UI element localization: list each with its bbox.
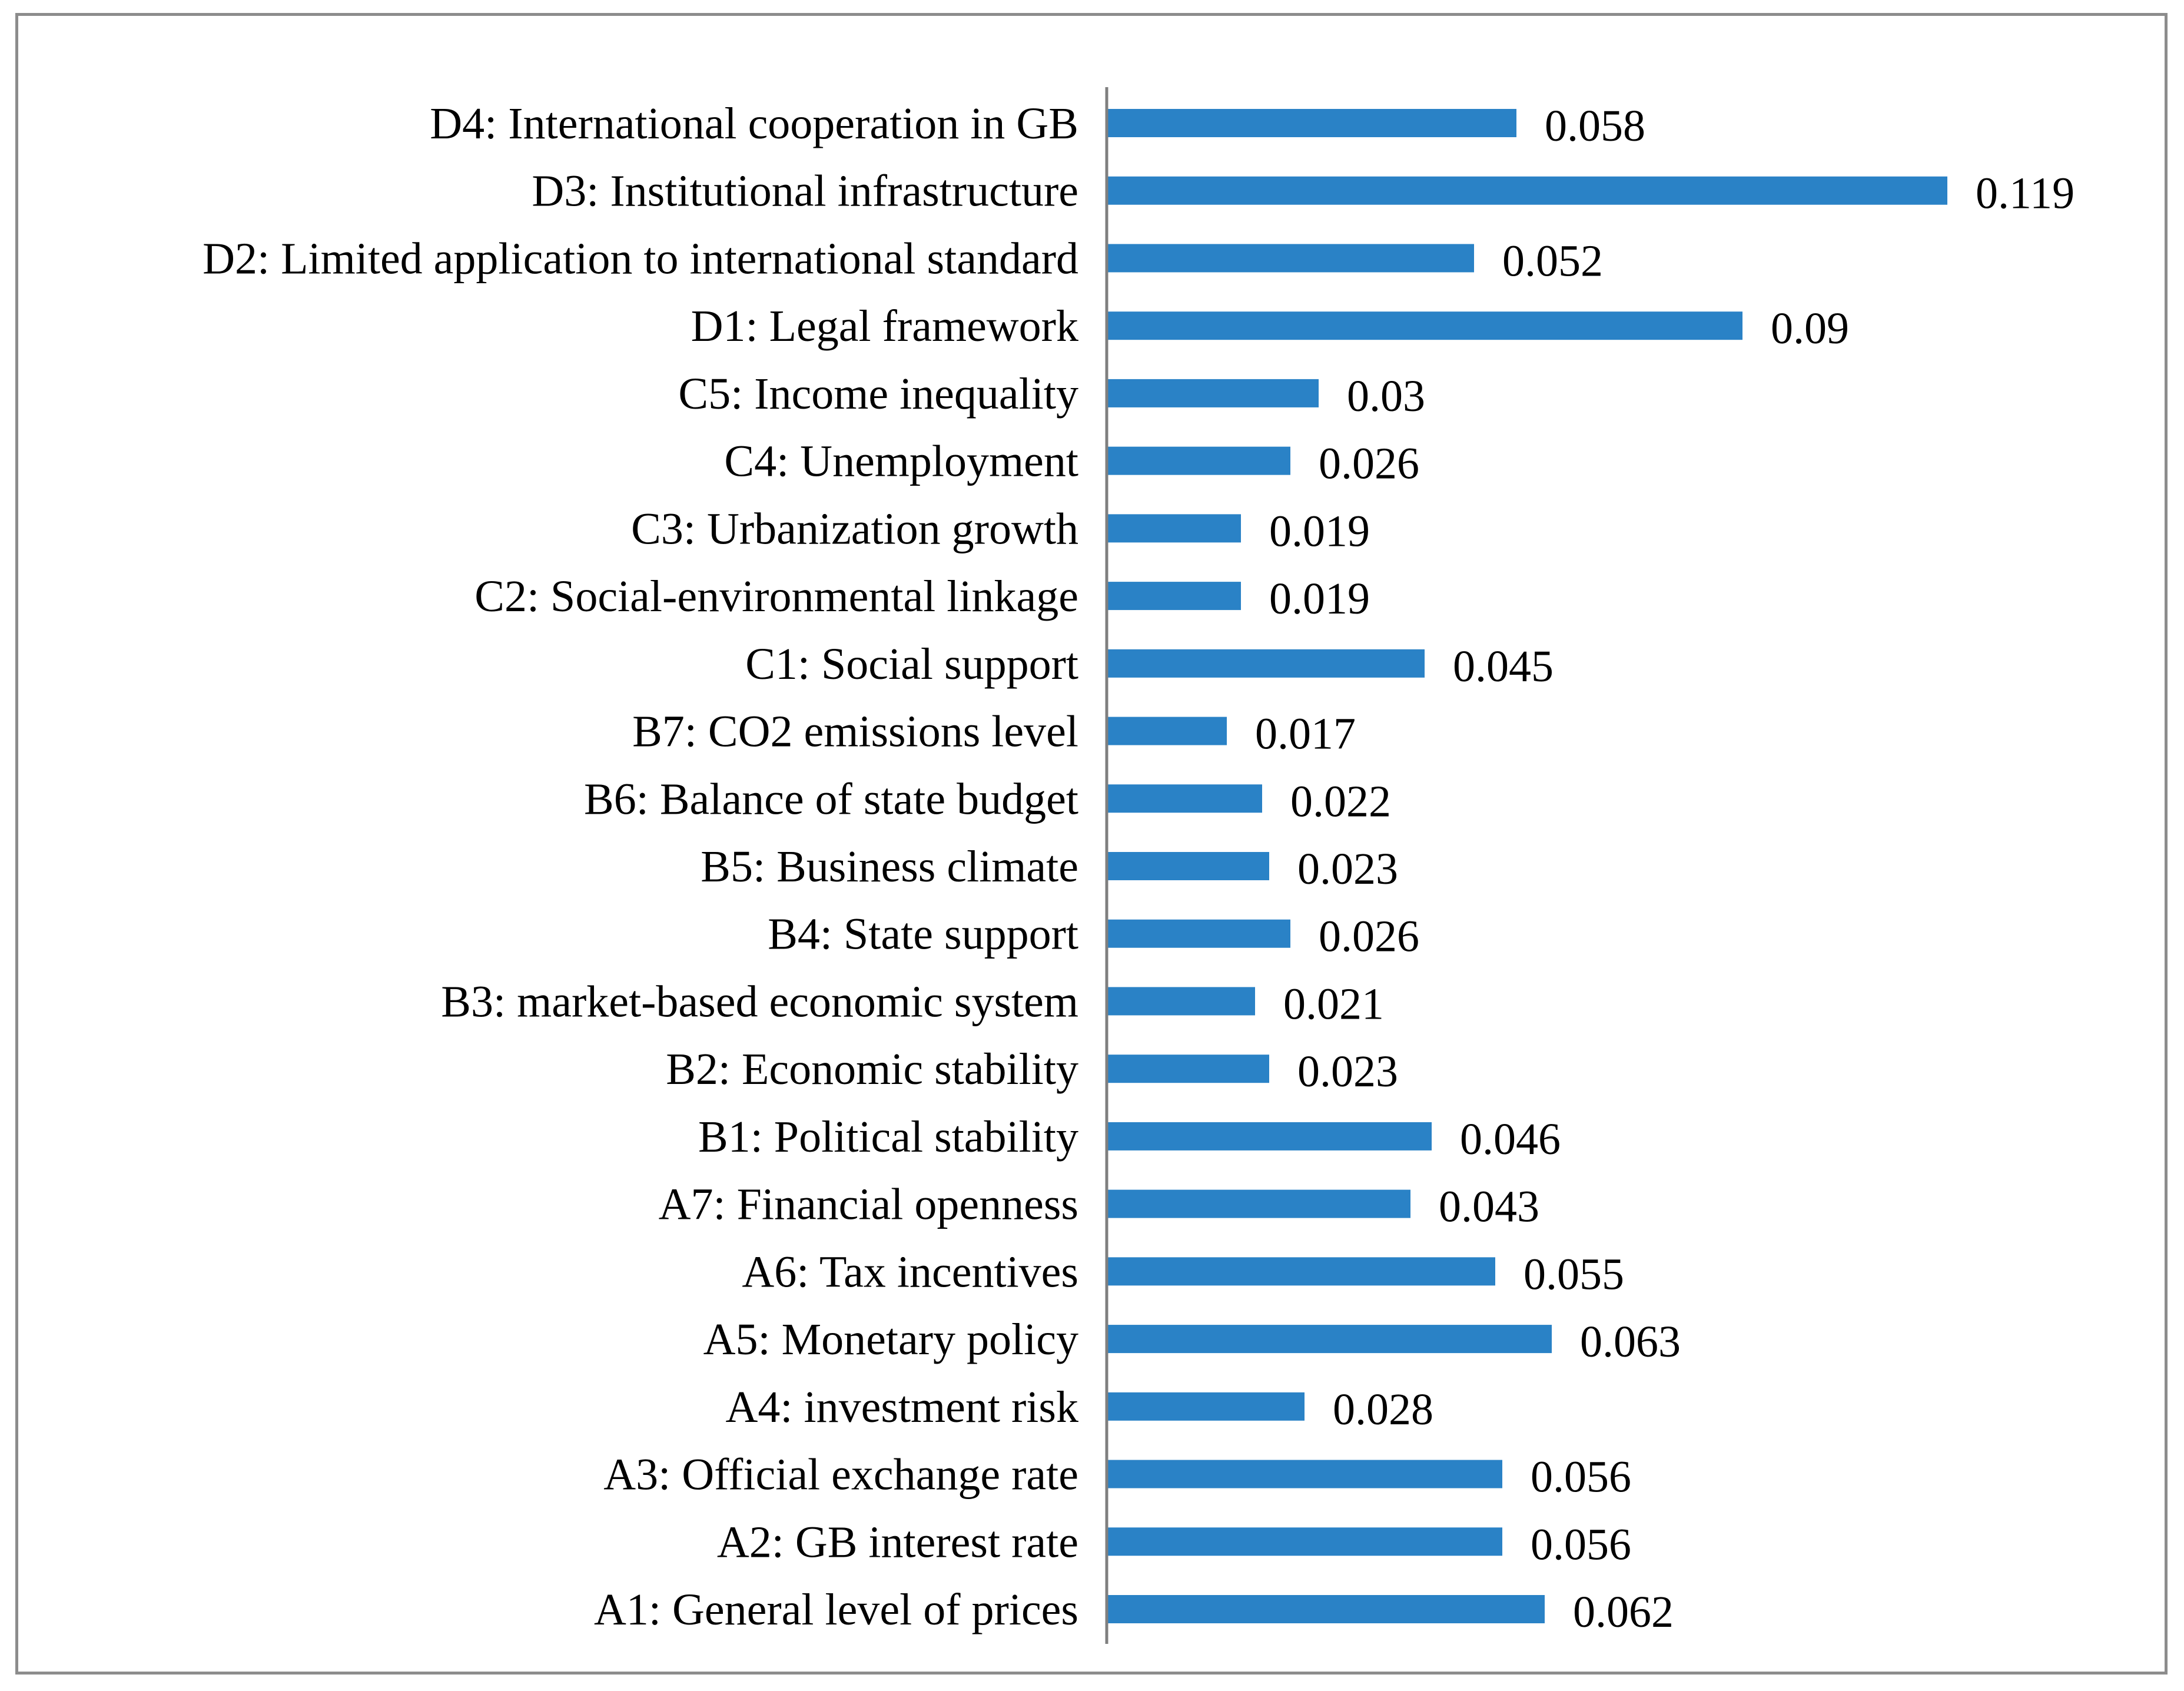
bar xyxy=(1107,919,1290,948)
value-label: 0.09 xyxy=(1771,304,1849,353)
category-label: A6: Tax incentives xyxy=(742,1247,1078,1297)
category-label: A7: Financial openness xyxy=(659,1180,1078,1229)
bar xyxy=(1107,987,1255,1016)
bar xyxy=(1107,446,1290,475)
category-label: B5: Business climate xyxy=(701,842,1078,891)
category-label: C3: Urbanization growth xyxy=(631,504,1078,553)
category-label: C5: Income inequality xyxy=(678,369,1078,419)
category-label: C1: Social support xyxy=(745,639,1078,689)
value-label: 0.043 xyxy=(1439,1182,1539,1232)
category-label: C2: Social-environmental linkage xyxy=(474,572,1078,621)
category-label: D4: International cooperation in GB xyxy=(430,99,1078,148)
bar xyxy=(1107,1392,1305,1421)
bar xyxy=(1107,176,1947,205)
bar xyxy=(1107,1257,1495,1286)
category-label: B1: Political stability xyxy=(698,1112,1078,1162)
category-label: C4: Unemployment xyxy=(724,437,1078,486)
value-label: 0.056 xyxy=(1531,1453,1631,1502)
value-label: 0.045 xyxy=(1453,642,1554,691)
value-label: 0.03 xyxy=(1347,372,1425,421)
chart-frame xyxy=(15,13,2168,1675)
bar xyxy=(1107,514,1241,543)
bar xyxy=(1107,1527,1502,1556)
category-label: B2: Economic stability xyxy=(666,1045,1078,1094)
value-label: 0.055 xyxy=(1524,1249,1624,1299)
value-label: 0.023 xyxy=(1297,1047,1398,1096)
category-label: D1: Legal framework xyxy=(691,301,1078,351)
bar xyxy=(1107,582,1241,611)
value-label: 0.017 xyxy=(1255,709,1356,759)
value-label: 0.119 xyxy=(1976,169,2075,218)
bar xyxy=(1107,311,1742,340)
category-label: D3: Institutional infrastructure xyxy=(532,167,1078,216)
bar xyxy=(1107,379,1319,407)
category-label: B3: market-based economic system xyxy=(441,977,1078,1026)
value-label: 0.019 xyxy=(1269,506,1370,556)
value-label: 0.026 xyxy=(1319,439,1419,489)
bar xyxy=(1107,717,1227,745)
bar xyxy=(1107,649,1425,678)
bar xyxy=(1107,244,1474,273)
value-label: 0.052 xyxy=(1502,236,1603,286)
category-label: B6: Balance of state budget xyxy=(584,774,1078,824)
bar xyxy=(1107,1189,1410,1218)
value-label: 0.026 xyxy=(1319,912,1419,961)
value-labels: 0.062 0.056 0.056 0.028 0.063 0.055 0.043 0.046… xyxy=(1255,101,2075,1637)
category-label: A4: investment risk xyxy=(725,1382,1078,1432)
value-label: 0.021 xyxy=(1283,979,1384,1029)
value-label: 0.062 xyxy=(1573,1587,1674,1637)
bar xyxy=(1107,784,1262,813)
bars-group xyxy=(1107,109,1947,1623)
category-label: A5: Monetary policy xyxy=(703,1315,1078,1364)
bar xyxy=(1107,1325,1552,1354)
category-label: B7: CO2 emissions level xyxy=(632,707,1078,757)
category-labels: A1: General level of prices A2: GB intere… xyxy=(203,99,1078,1634)
category-label: D2: Limited application to international… xyxy=(203,234,1078,283)
category-label: A3: Official exchange rate xyxy=(603,1450,1078,1500)
bar xyxy=(1107,109,1516,137)
value-label: 0.046 xyxy=(1460,1115,1561,1164)
bar xyxy=(1107,1122,1432,1150)
value-label: 0.028 xyxy=(1333,1385,1433,1434)
bar xyxy=(1107,1460,1502,1488)
category-label: B4: State support xyxy=(768,910,1078,959)
value-label: 0.058 xyxy=(1545,101,1645,151)
bar xyxy=(1107,1595,1545,1623)
category-label: A2: GB interest rate xyxy=(717,1517,1078,1567)
value-label: 0.063 xyxy=(1580,1317,1681,1367)
bar xyxy=(1107,852,1269,880)
bar xyxy=(1107,1055,1269,1083)
value-label: 0.019 xyxy=(1269,574,1370,624)
value-label: 0.056 xyxy=(1531,1520,1631,1569)
category-label: A1: General level of prices xyxy=(594,1585,1078,1634)
value-label: 0.023 xyxy=(1297,844,1398,894)
value-label: 0.022 xyxy=(1290,777,1391,826)
